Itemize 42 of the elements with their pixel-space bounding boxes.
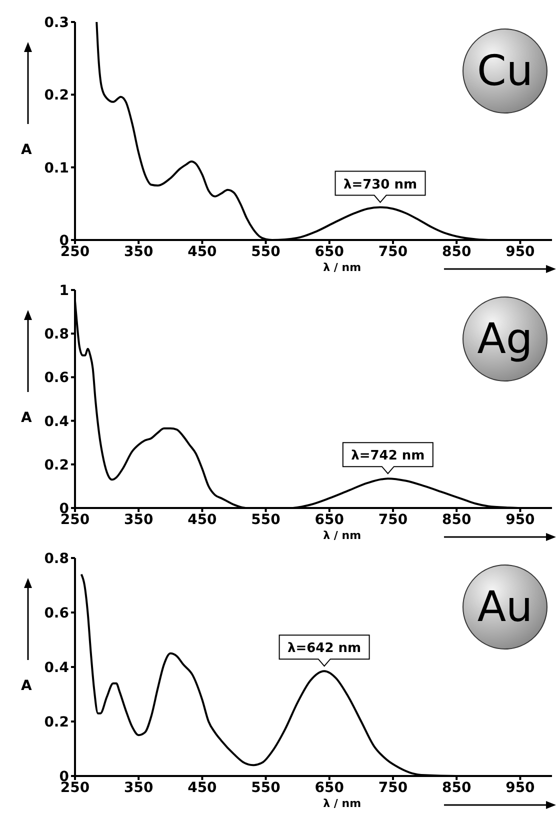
y-tick-label: 0.4 xyxy=(44,414,70,430)
x-tick-label: 450 xyxy=(188,780,218,796)
x-tick-label: 350 xyxy=(124,512,154,528)
x-tick-label: 450 xyxy=(188,512,218,528)
x-tick-label: 550 xyxy=(251,244,281,260)
x-tick-label: 850 xyxy=(442,780,472,796)
x-axis-title: λ / nm xyxy=(322,261,362,275)
x-tick-label: 950 xyxy=(506,780,536,796)
x-tick-label: 850 xyxy=(442,244,472,260)
annotation: λ=742 nm xyxy=(351,448,425,464)
y-axis-title: A xyxy=(21,142,32,158)
y-tick-label: 1 xyxy=(59,282,69,299)
x-tick-label: 750 xyxy=(378,244,408,260)
x-tick-label: 550 xyxy=(251,512,281,528)
y-tick-label: 0.6 xyxy=(44,370,69,386)
x-tick-label: 750 xyxy=(378,780,408,796)
x-tick-label: 650 xyxy=(314,512,344,528)
y-tick-label: 0.1 xyxy=(44,160,69,176)
y-tick-label: 0.8 xyxy=(44,550,69,567)
y-axis-title: A xyxy=(21,410,32,426)
x-tick-label: 650 xyxy=(314,780,344,796)
y-tick-label: 0.8 xyxy=(44,326,69,343)
y-tick-label: 0.3 xyxy=(44,14,69,31)
x-tick-label: 350 xyxy=(124,780,154,796)
x-axis-title: λ / nm xyxy=(322,797,362,811)
annotation: λ=730 nm xyxy=(343,177,418,192)
annotation: λ=642 nm xyxy=(288,641,362,656)
y-tick-label: 0.4 xyxy=(44,660,70,676)
x-axis-title: λ / nm xyxy=(322,529,362,543)
x-tick-label: 550 xyxy=(251,780,281,796)
x-tick-label: 850 xyxy=(442,512,472,528)
y-tick-label: 0.6 xyxy=(44,605,69,622)
x-tick-label: 650 xyxy=(314,244,344,260)
x-tick-label: 950 xyxy=(506,244,536,260)
y-tick-label: 0.2 xyxy=(44,88,69,104)
y-tick-label: 0.2 xyxy=(44,457,69,474)
x-tick-label: 350 xyxy=(124,244,154,260)
x-tick-label: 950 xyxy=(506,512,536,528)
x-tick-label: 750 xyxy=(378,512,408,528)
x-tick-label: 450 xyxy=(188,244,218,260)
y-tick-label: 0.2 xyxy=(44,714,69,730)
y-axis-title: A xyxy=(21,678,32,694)
